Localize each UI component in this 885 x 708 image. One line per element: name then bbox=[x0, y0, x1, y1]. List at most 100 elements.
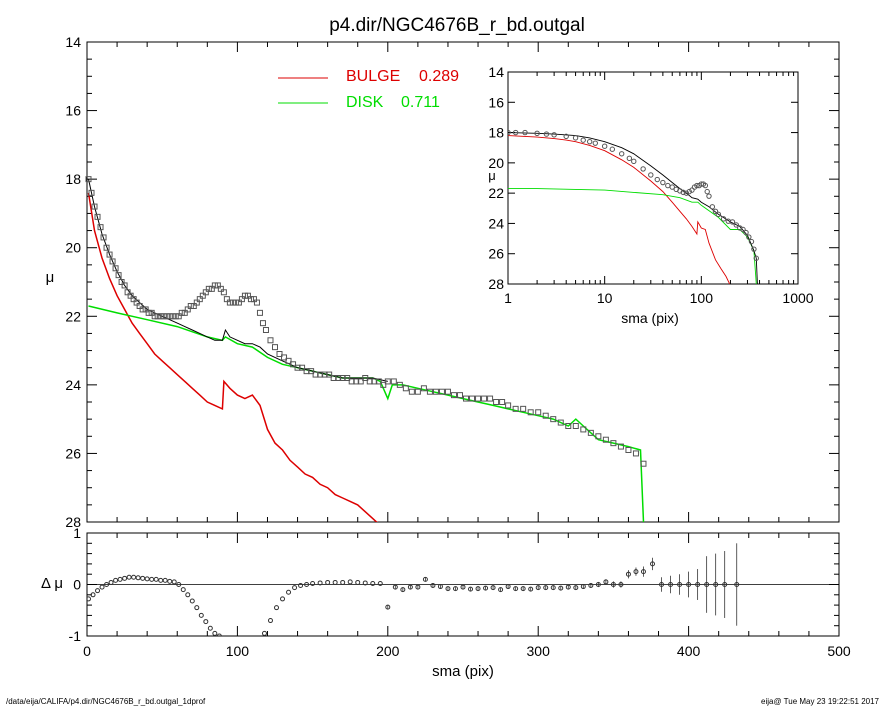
main-data-point bbox=[232, 299, 239, 306]
inset-data-point bbox=[512, 129, 519, 136]
residual-data-point bbox=[144, 576, 150, 582]
main-data-point bbox=[487, 395, 494, 402]
residual-data-point bbox=[212, 630, 218, 636]
main-points bbox=[85, 176, 647, 467]
main-data-point bbox=[408, 388, 415, 395]
residual-data-point bbox=[370, 580, 376, 586]
inset-data-point bbox=[748, 238, 755, 245]
residual-data-point bbox=[149, 576, 155, 582]
residual-data-point bbox=[267, 618, 273, 624]
residual-data-point bbox=[668, 582, 674, 587]
inset-data-point bbox=[563, 133, 569, 140]
main-data-point bbox=[223, 296, 230, 303]
main-data-point bbox=[550, 416, 557, 423]
residual-data-point bbox=[505, 584, 511, 590]
inset-series-bulge-line bbox=[508, 135, 731, 284]
residual-data-point bbox=[317, 580, 323, 586]
residual-data-point bbox=[520, 586, 526, 592]
residual-data-point bbox=[207, 625, 213, 631]
residual-data-point bbox=[104, 582, 110, 587]
residual-data-point bbox=[332, 579, 338, 585]
main-data-point bbox=[281, 354, 288, 361]
residual-data-point bbox=[185, 592, 191, 598]
inset-data-point bbox=[572, 135, 579, 141]
legend-bulge-label: BULGE bbox=[346, 68, 400, 85]
main-data-point bbox=[241, 292, 248, 299]
residual-data-point bbox=[543, 585, 549, 591]
residual-data-point bbox=[180, 587, 186, 593]
inset-data-point bbox=[660, 179, 666, 186]
residual-x-tick-label: 500 bbox=[827, 643, 851, 659]
main-data-point bbox=[163, 313, 170, 320]
inset-data-point bbox=[680, 189, 686, 196]
main-data-point bbox=[100, 234, 107, 241]
main-data-point bbox=[178, 309, 185, 316]
main-data-point bbox=[157, 313, 164, 320]
residual-data-point bbox=[176, 582, 182, 587]
residual-data-point bbox=[385, 604, 391, 610]
inset-data-point bbox=[746, 234, 752, 240]
residual-data-point bbox=[713, 582, 719, 587]
residual-data-point bbox=[253, 655, 257, 659]
main-data-point bbox=[205, 285, 212, 292]
residual-data-point bbox=[392, 584, 398, 590]
inset-y-tick-label: 18 bbox=[488, 125, 504, 141]
main-data-point bbox=[463, 395, 470, 402]
legend-disk-label: DISK bbox=[346, 94, 384, 111]
main-data-point bbox=[505, 402, 512, 409]
main-data-point bbox=[133, 299, 140, 306]
main-data-point bbox=[217, 285, 224, 292]
main-data-point bbox=[253, 299, 260, 306]
residual-data-point bbox=[625, 571, 631, 577]
residual-data-point bbox=[158, 577, 164, 583]
main-data-point bbox=[520, 405, 527, 412]
main-data-point bbox=[617, 443, 624, 450]
residual-data-point bbox=[528, 586, 534, 592]
inset-y-axis-label: μ bbox=[488, 168, 496, 183]
residual-data-point bbox=[362, 580, 368, 586]
inset-data-point bbox=[753, 255, 759, 261]
footer-path: /data/eija/CALIFA/p4.dir/NGC4676B_r_bd.o… bbox=[6, 697, 206, 706]
main-data-point bbox=[285, 357, 292, 364]
main-data-point bbox=[250, 296, 257, 303]
residual-data-point bbox=[340, 579, 346, 585]
inset-data-point bbox=[648, 172, 654, 178]
residual-data-point bbox=[280, 596, 286, 602]
main-data-point bbox=[247, 296, 254, 303]
inset-data-point bbox=[580, 137, 586, 143]
residual-data-point bbox=[108, 579, 114, 585]
inset-data-point bbox=[740, 226, 746, 233]
residual-data-point bbox=[298, 583, 304, 589]
main-data-point bbox=[259, 320, 266, 327]
residual-points-clip bbox=[87, 543, 740, 659]
main-data-point bbox=[587, 429, 594, 436]
main-data-point bbox=[362, 375, 369, 381]
main-data-point bbox=[166, 313, 173, 320]
residual-data-point bbox=[650, 561, 656, 567]
residual-data-point bbox=[640, 569, 646, 575]
inset-data-point bbox=[706, 193, 712, 199]
inset-ticks: 14 16 18 20 22 24 26 281 10 100 1000 bbox=[488, 64, 813, 306]
residual-data-point bbox=[468, 586, 474, 592]
main-data-point bbox=[193, 299, 200, 306]
inset-data-point bbox=[522, 129, 528, 136]
residual-data-point bbox=[87, 596, 92, 602]
main-data-point bbox=[535, 409, 542, 416]
main-data-point bbox=[572, 423, 579, 429]
residual-data-point bbox=[189, 598, 195, 604]
residual-data-point bbox=[580, 584, 586, 590]
main-data-point bbox=[450, 392, 457, 399]
residual-data-point bbox=[513, 586, 519, 592]
legend-bulge-value: 0.289 bbox=[419, 68, 459, 85]
main-data-point bbox=[432, 388, 439, 395]
inset-x-axis-label: sma (pix) bbox=[621, 310, 679, 326]
main-series-disk-line bbox=[88, 305, 645, 522]
main-data-point bbox=[384, 378, 391, 385]
main-y-tick-label: 26 bbox=[65, 445, 81, 461]
main-data-point bbox=[94, 213, 101, 220]
main-data-point bbox=[557, 419, 564, 426]
main-data-point bbox=[160, 313, 167, 320]
main-data-point bbox=[91, 203, 98, 210]
